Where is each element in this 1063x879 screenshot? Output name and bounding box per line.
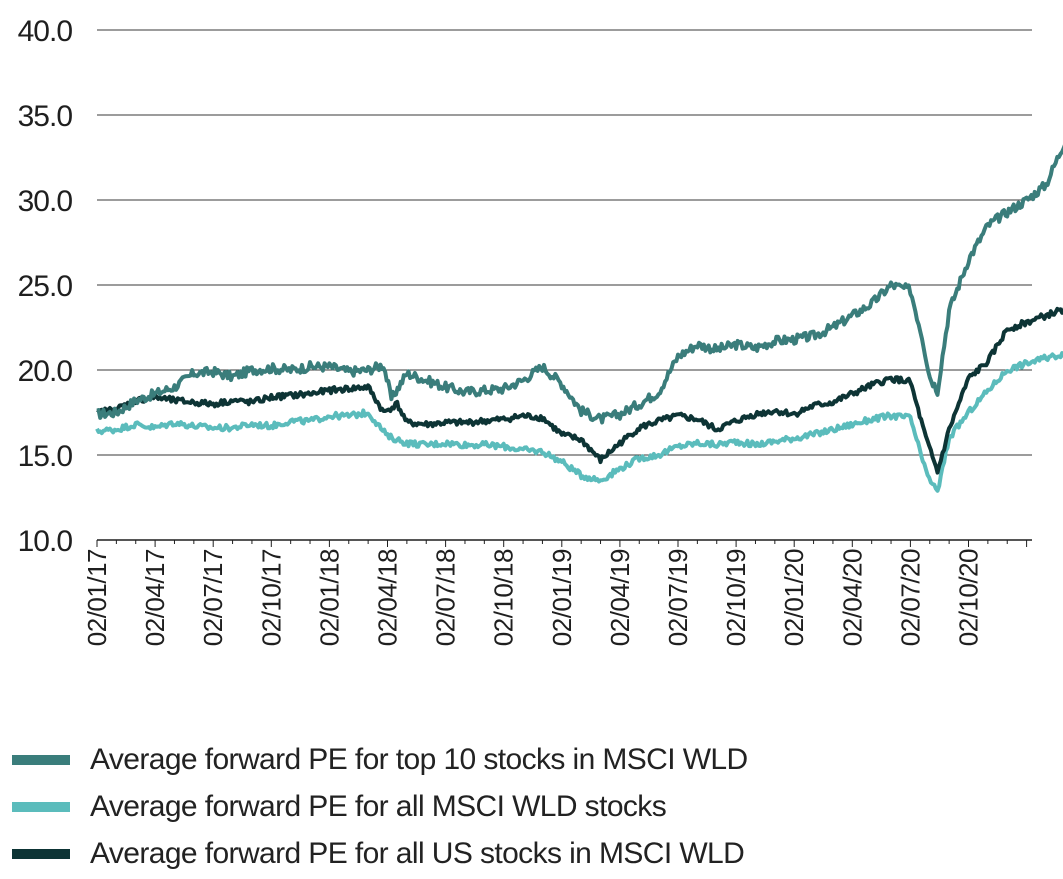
legend-label-top10: Average forward PE for top 10 stocks in … bbox=[90, 742, 748, 776]
legend-swatch-top10 bbox=[12, 754, 70, 765]
series-line-1 bbox=[95, 350, 1063, 493]
legend-swatch-us-stocks bbox=[12, 848, 70, 859]
x-tick-label: 02/10/18 bbox=[489, 549, 519, 646]
x-tick-label: 02/10/20 bbox=[954, 549, 984, 646]
series-lines bbox=[95, 144, 1063, 493]
x-tick-label: 02/04/20 bbox=[837, 549, 867, 646]
legend-label-us-stocks: Average forward PE for all US stocks in … bbox=[90, 836, 745, 870]
legend: Average forward PE for top 10 stocks in … bbox=[12, 736, 748, 877]
x-tick-label: 02/01/17 bbox=[82, 549, 112, 646]
x-tick-label: 02/01/19 bbox=[547, 549, 577, 646]
x-tick-label: 02/07/18 bbox=[431, 549, 461, 646]
legend-label-all-msci: Average forward PE for all MSCI WLD stoc… bbox=[90, 789, 667, 823]
x-tick-label: 02/07/19 bbox=[663, 549, 693, 646]
x-tick-label: 02/04/18 bbox=[373, 549, 403, 646]
y-tick-label: 30.0 bbox=[18, 185, 73, 218]
legend-item-all-msci: Average forward PE for all MSCI WLD stoc… bbox=[12, 783, 748, 830]
legend-item-us-stocks: Average forward PE for all US stocks in … bbox=[12, 830, 748, 877]
x-tick-label: 02/10/17 bbox=[256, 549, 286, 646]
y-tick-label: 15.0 bbox=[18, 440, 73, 473]
legend-swatch-all-msci bbox=[12, 801, 70, 812]
x-axis-ticks: 02/01/17 02/04/17 02/07/17 02/10/17 02/01/18… bbox=[82, 540, 1028, 646]
x-tick-label: 02/10/19 bbox=[721, 549, 751, 646]
y-tick-label: 20.0 bbox=[18, 355, 73, 388]
x-tick-label: 02/04/17 bbox=[140, 549, 170, 646]
series-line-2 bbox=[96, 306, 1063, 475]
y-axis-tick-labels: 10.0 15.0 20.0 25.0 30.0 35.0 40.0 bbox=[18, 15, 74, 558]
y-tick-label: 40.0 bbox=[18, 15, 73, 48]
chart-canvas: 10.015.020.025.030.035.040.0 02/01/17 02/… bbox=[18, 15, 1063, 646]
y-tick-label: 25.0 bbox=[18, 270, 73, 303]
x-tick-label: 02/07/20 bbox=[895, 549, 925, 646]
x-tick-label: 02/04/19 bbox=[605, 549, 635, 646]
legend-item-top10: Average forward PE for top 10 stocks in … bbox=[12, 736, 748, 783]
x-tick-label: 02/07/17 bbox=[198, 549, 228, 646]
x-tick-label: 02/01/20 bbox=[779, 549, 809, 646]
series-line-0 bbox=[96, 144, 1063, 425]
x-tick-label: 02/01/18 bbox=[314, 549, 344, 646]
y-tick-label: 35.0 bbox=[18, 100, 73, 133]
y-tick-label: 10.0 bbox=[18, 525, 73, 558]
